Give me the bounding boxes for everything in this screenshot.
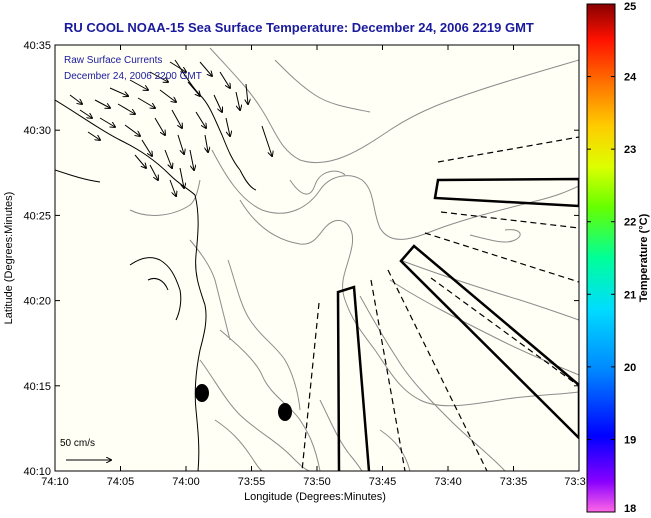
x-tick-label: 74:05 xyxy=(107,476,135,488)
station-marker-1 xyxy=(195,384,209,402)
station-marker-2 xyxy=(278,403,292,421)
colorbar-tick-label: 19 xyxy=(624,434,636,446)
beam-lines xyxy=(301,136,579,471)
y-axis: 40:35 40:30 40:25 40:20 40:15 40:10 xyxy=(23,40,579,478)
chart-title: RU COOL NOAA-15 Sea Surface Temperature:… xyxy=(64,20,534,35)
colorbar-tick-label: 25 xyxy=(624,1,636,13)
legend-line-2: December 24, 2006 2200 GMT xyxy=(64,71,202,82)
colorbar-tick-label: 21 xyxy=(624,289,636,301)
x-tick-label: 74:10 xyxy=(41,476,69,488)
colorbar-tick-label: 20 xyxy=(624,362,636,374)
colorbar-tick-label: 23 xyxy=(624,144,636,156)
y-tick-label: 40:10 xyxy=(23,466,51,478)
legend-line-1: Raw Surface Currents xyxy=(64,55,162,66)
x-tick-label: 73:50 xyxy=(303,476,331,488)
colorbar-label: Temperature (°C) xyxy=(638,213,650,302)
y-tick-label: 40:30 xyxy=(23,125,51,137)
colorbar-tick-label: 22 xyxy=(624,217,636,229)
y-tick-label: 40:15 xyxy=(23,381,51,393)
map-layer xyxy=(55,47,579,471)
x-tick-label: 73:55 xyxy=(238,476,266,488)
x-tick-label: 73:35 xyxy=(500,476,528,488)
x-tick-label: 73:3 xyxy=(564,476,585,488)
current-vectors xyxy=(69,61,272,196)
scale-indicator: 50 cm/s xyxy=(60,438,111,460)
y-tick-label: 40:25 xyxy=(23,210,51,222)
x-axis: 74:10 74:05 74:00 73:55 73:50 73:45 73:40 73:35… xyxy=(41,45,586,488)
colorbar xyxy=(586,3,616,513)
colorbar-ticks: 25 24 23 22 21 20 19 18 xyxy=(587,1,637,515)
x-axis-label: Longitude (Degrees:Minutes) xyxy=(244,491,386,503)
x-tick-label: 73:40 xyxy=(434,476,462,488)
scale-label: 50 cm/s xyxy=(60,438,95,449)
x-tick-label: 73:45 xyxy=(369,476,397,488)
y-axis-label: Latitude (Degrees:Minutes) xyxy=(3,192,15,325)
contour-lines xyxy=(129,47,579,471)
sector-boxes xyxy=(336,177,579,471)
x-tick-label: 74:00 xyxy=(172,476,200,488)
colorbar-tick-label: 24 xyxy=(624,72,637,84)
colorbar-tick-label: 18 xyxy=(624,503,636,515)
plot-area xyxy=(55,45,579,471)
y-tick-label: 40:20 xyxy=(23,296,51,308)
y-tick-label: 40:35 xyxy=(23,40,51,52)
